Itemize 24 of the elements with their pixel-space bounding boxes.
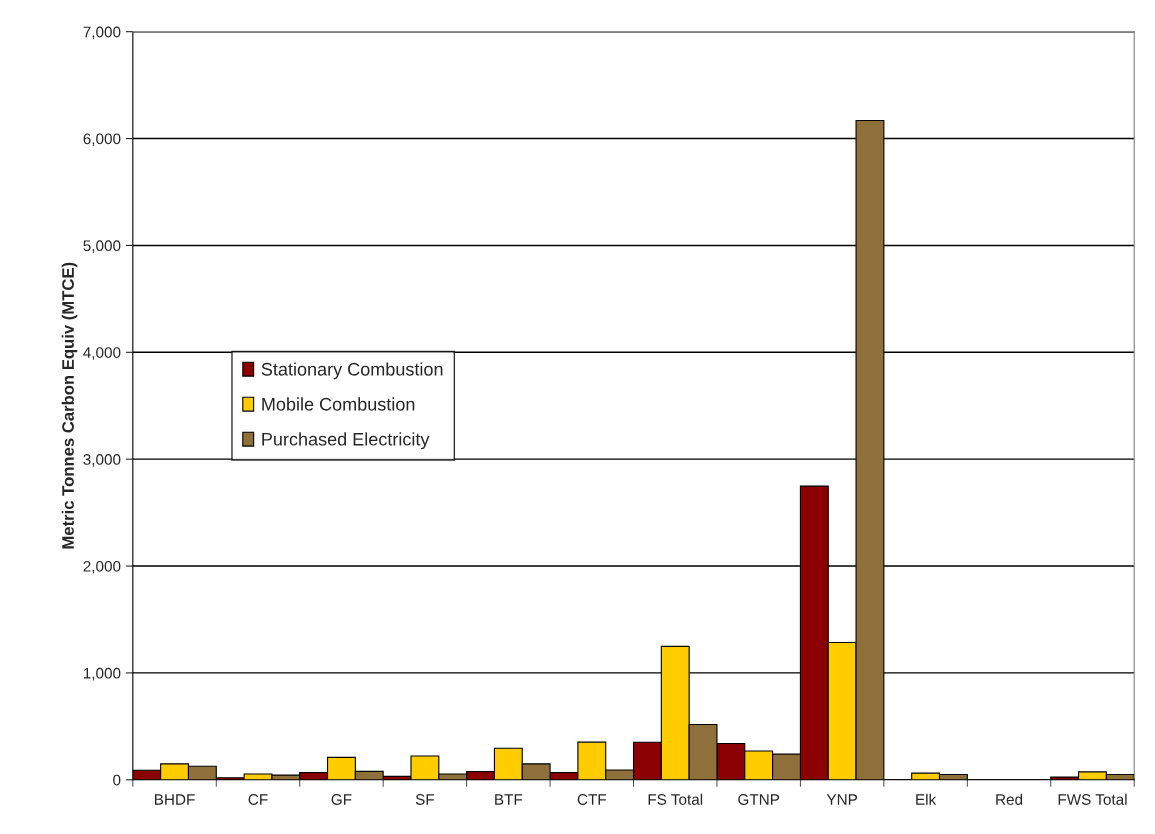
legend-label: Stationary Combustion xyxy=(261,362,443,380)
y-tick-label: 4,000 xyxy=(83,347,121,360)
y-tick-label: 2,000 xyxy=(83,560,121,574)
x-tick-label: GTNP xyxy=(738,794,780,805)
x-tick-label: FWS Total xyxy=(1058,793,1127,805)
x-tick-label: FS Total xyxy=(648,793,703,805)
y-tick-label: 3,000 xyxy=(83,454,121,467)
y-tick-label: 1,000 xyxy=(83,667,121,681)
y-tick-label: 7,000 xyxy=(83,26,121,40)
y-tick-label: 6,000 xyxy=(83,133,121,147)
x-tick-label: CTF xyxy=(577,794,607,805)
x-tick-label: CF xyxy=(248,794,268,805)
y-tick-label: 5,000 xyxy=(83,240,121,253)
x-tick-label: BTF xyxy=(495,794,523,805)
y-axis-title: Metric Tonnes Carbon Equiv (MTCE) xyxy=(61,262,78,549)
x-tick-label: Red xyxy=(996,793,1023,805)
x-tick-label: GF xyxy=(331,794,352,805)
y-tick-label: 0 xyxy=(113,774,121,786)
x-tick-label: SF xyxy=(415,794,435,805)
legend-label: Mobile Combustion xyxy=(262,397,415,411)
x-tick-label: YNP xyxy=(826,794,858,805)
legend-label: Purchased Electricity xyxy=(262,432,430,450)
x-tick-label: BHDF xyxy=(155,794,195,805)
x-tick-label: Elk xyxy=(916,793,937,805)
